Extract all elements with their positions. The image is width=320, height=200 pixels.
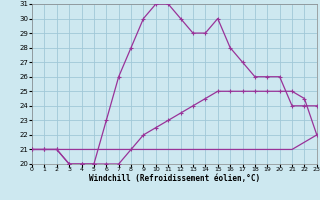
X-axis label: Windchill (Refroidissement éolien,°C): Windchill (Refroidissement éolien,°C) xyxy=(89,174,260,183)
